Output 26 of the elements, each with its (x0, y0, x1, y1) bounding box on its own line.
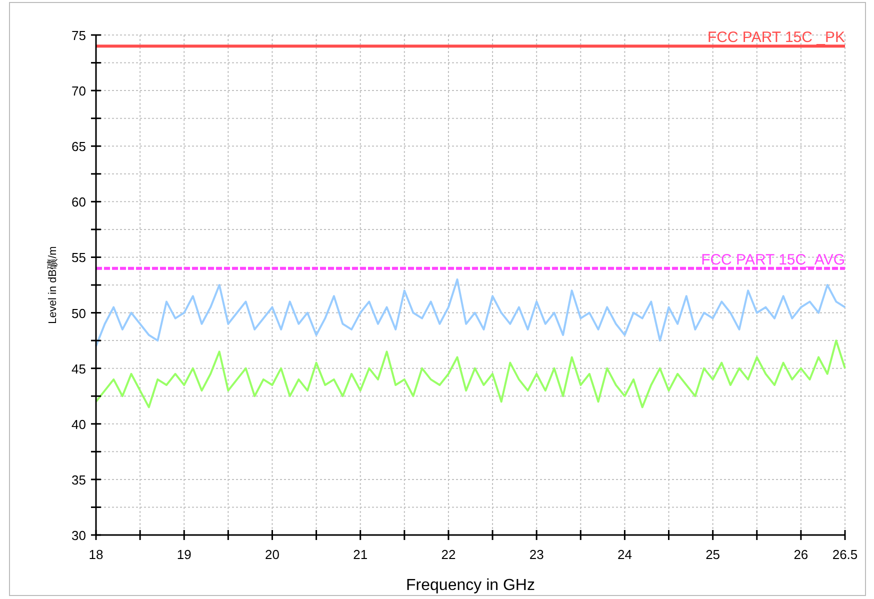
x-tick-label: 25 (706, 547, 720, 562)
ref-line-label: FCC PART 15C _PK (707, 29, 845, 46)
y-tick-label: 65 (72, 139, 86, 154)
ref-line-label: FCC PART 15C_AVG (701, 251, 845, 268)
y-tick-label: 60 (72, 194, 86, 210)
x-axis-title: Frequency in GHz (406, 577, 535, 594)
x-tick-label: 18 (88, 547, 104, 562)
x-tick-label: 23 (529, 547, 544, 562)
y-tick-label: 55 (72, 250, 86, 266)
y-tick-label: 35 (72, 472, 86, 488)
x-tick-label: 19 (176, 547, 192, 562)
y-tick-label: 45 (72, 361, 86, 376)
y-tick-label: 30 (72, 528, 86, 543)
y-tick-label: 40 (72, 416, 86, 432)
y-axis-title: Level in dB礦/m (46, 246, 59, 324)
y-tick-label: 70 (72, 84, 86, 99)
x-tick-label: 20 (265, 547, 280, 562)
x-tick-label: 26.5 (832, 547, 858, 562)
x-tick-label: 24 (617, 547, 632, 562)
x-tick-label: 26 (794, 547, 808, 562)
x-tick-label: 21 (353, 547, 368, 562)
line-series (95, 278, 846, 348)
x-tick-label: 22 (441, 547, 456, 562)
y-tick-label: 75 (72, 28, 86, 43)
y-tick-label: 50 (72, 306, 86, 321)
line-series (95, 340, 846, 408)
